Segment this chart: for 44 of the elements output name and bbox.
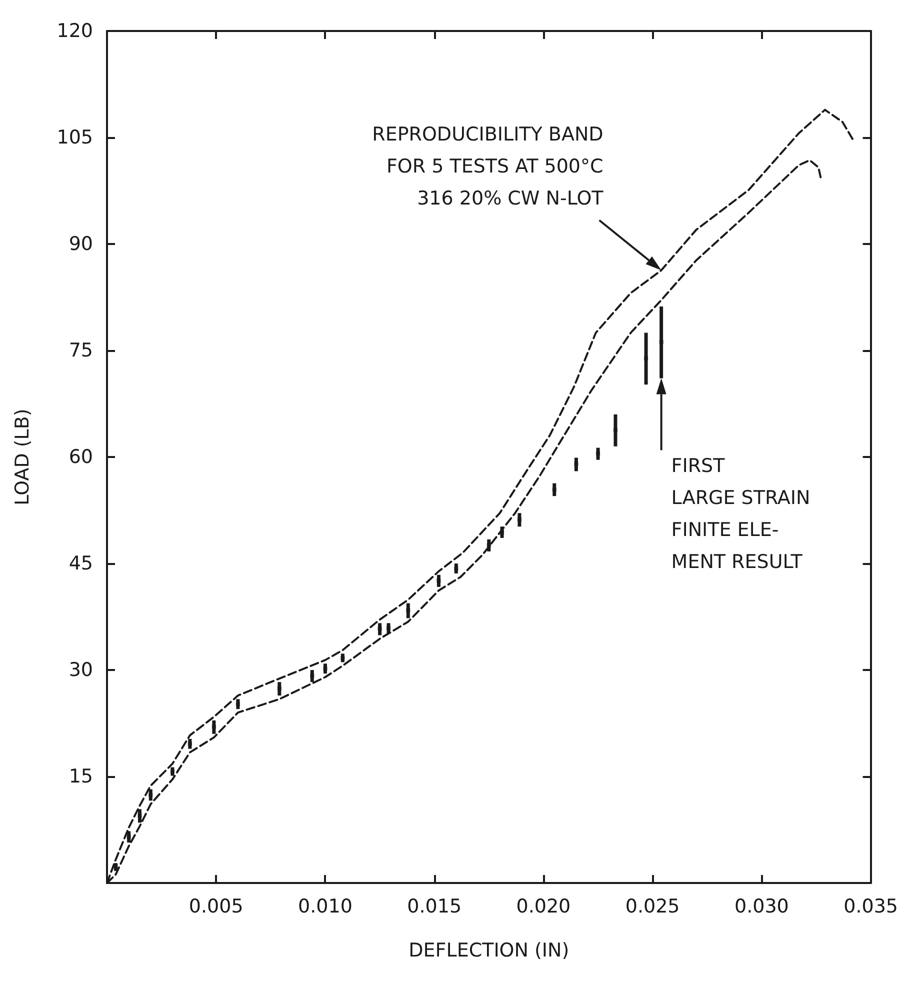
point	[500, 530, 504, 534]
point	[277, 686, 282, 690]
point	[406, 608, 410, 612]
x-tick-label: 0.035	[844, 896, 898, 918]
annotation: REPRODUCIBILITY BAND FOR 5 TESTS AT 500°C 316 20% CW N-LOT	[372, 123, 604, 210]
point	[436, 578, 441, 583]
point	[138, 814, 142, 818]
point	[613, 428, 618, 432]
point	[386, 626, 391, 630]
y-axis-title: LOAD (LB)	[12, 408, 34, 506]
point	[212, 724, 216, 729]
point	[323, 666, 328, 671]
x-tick-label: 0.025	[625, 896, 680, 918]
point	[148, 792, 153, 797]
point	[170, 770, 174, 774]
y-tick-label: 105	[56, 126, 93, 148]
y-tick-label: 30	[68, 659, 93, 681]
point	[310, 674, 314, 678]
x-tick-label: 0.010	[298, 896, 352, 918]
point	[596, 451, 600, 456]
point	[454, 566, 458, 570]
point	[188, 742, 192, 746]
point	[486, 543, 491, 548]
point	[340, 656, 345, 660]
point	[659, 340, 664, 344]
point	[126, 834, 131, 839]
point	[644, 356, 648, 360]
point	[517, 517, 522, 522]
y-tick-label: 75	[68, 340, 93, 362]
y-tick-label: 120	[56, 20, 93, 42]
y-tick-label: 45	[68, 552, 93, 574]
x-tick-label: 0.005	[188, 896, 244, 918]
x-axis-title: DEFLECTION (IN)	[408, 940, 570, 962]
x-tick-label: 0.020	[516, 896, 571, 918]
y-tick-label: 90	[68, 233, 93, 255]
point	[236, 702, 240, 706]
y-tick-label: 60	[68, 446, 93, 468]
point	[574, 462, 578, 466]
y-tick-label: 15	[68, 766, 93, 788]
x-tick-label: 0.030	[734, 896, 789, 918]
x-tick-label: 0.015	[407, 896, 462, 918]
point	[378, 626, 382, 631]
annotation: FIRST LARGE STRAIN FINITE ELE- MENT RESULT	[671, 455, 810, 574]
point	[552, 488, 556, 492]
